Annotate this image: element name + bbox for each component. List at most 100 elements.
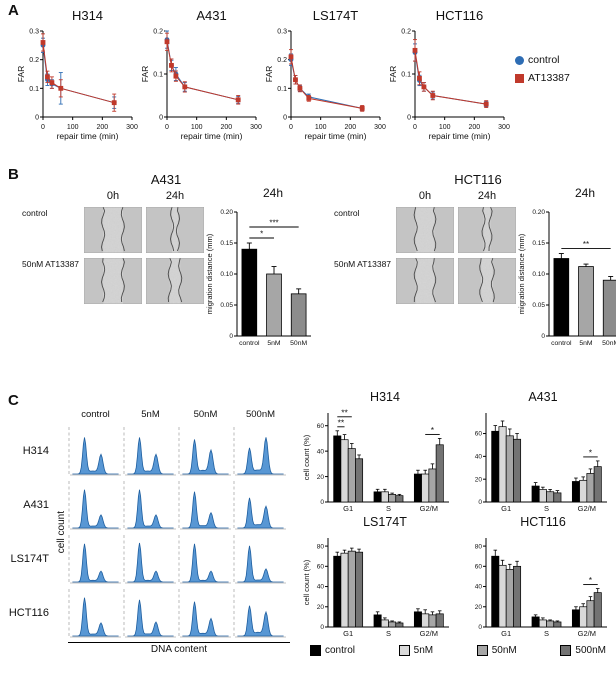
chart-title: HCT116 bbox=[435, 8, 484, 23]
svg-text:migration distance (mm): migration distance (mm) bbox=[517, 233, 526, 314]
svg-text:cell count (%): cell count (%) bbox=[302, 559, 311, 605]
line-chart-block-hct116: HCT116 0 100 200 300 0 0.1 0.2 repair time (min… bbox=[388, 8, 510, 141]
svg-text:*: * bbox=[260, 230, 263, 239]
svg-text:0.2: 0.2 bbox=[29, 57, 39, 64]
flow-histogram bbox=[123, 481, 176, 530]
svg-text:0: 0 bbox=[413, 124, 417, 131]
svg-text:40: 40 bbox=[317, 448, 325, 455]
row-label-50nm-at13387: 50nM AT13387 bbox=[22, 259, 80, 269]
svg-text:G2/M: G2/M bbox=[578, 504, 596, 513]
svg-text:80: 80 bbox=[317, 543, 325, 550]
flow-histogram bbox=[233, 427, 286, 476]
svg-text:G1: G1 bbox=[343, 629, 353, 638]
migration-chart-block: 24h 0 0.05 0.10 0.15 0.20 migration distance … bbox=[516, 186, 616, 350]
group-title: HCT116 bbox=[454, 172, 502, 187]
chart-title: A431 bbox=[528, 390, 558, 404]
cell-cycle-bar-chart: 0 20 40 60 G1 S G2/M * bbox=[475, 413, 607, 513]
svg-text:control: control bbox=[551, 340, 572, 347]
svg-text:300: 300 bbox=[250, 124, 262, 131]
panel-b: A431 0h 24h control 50nM AT13387 24h 0 0.… bbox=[22, 172, 616, 350]
svg-text:0.20: 0.20 bbox=[532, 209, 545, 216]
cell-cycle-chart-hct116: HCT116 0 20 40 60 80 G1 S G2/M * bbox=[456, 515, 614, 640]
svg-text:migration distance (mm): migration distance (mm) bbox=[205, 233, 214, 314]
svg-text:0.2: 0.2 bbox=[401, 29, 411, 36]
flow-row-label-h314: H314 bbox=[22, 445, 49, 457]
panel-b-group-hct116: HCT116 0h 24h control 50nM AT13387 24h 0… bbox=[334, 172, 616, 350]
cell-cycle-charts: H314 0 20 40 60 cell count (%) G1 S G2/M ** ** * A… bbox=[298, 390, 614, 656]
flow-histogram bbox=[178, 535, 231, 584]
panel-a: H314 0 100 200 300 0 0.1 0.2 0.3 repair time (mi… bbox=[16, 8, 570, 141]
flow-row-label-a431: A431 bbox=[23, 499, 49, 511]
svg-text:S: S bbox=[386, 629, 391, 638]
cell-cycle-chart-h314: H314 0 20 40 60 cell count (%) G1 S G2/M ** ** * bbox=[298, 390, 456, 515]
svg-text:300: 300 bbox=[374, 124, 386, 131]
microscopy-image-control-24h bbox=[146, 207, 204, 253]
x-axis-line bbox=[68, 642, 290, 643]
dna-content-axis: DNA content bbox=[68, 642, 290, 655]
row-label-control: control bbox=[22, 208, 48, 218]
svg-text:100: 100 bbox=[315, 124, 327, 131]
panel-a-label: A bbox=[8, 2, 19, 19]
panel-c-legend: control 5nM 50nM 500nM bbox=[298, 640, 614, 656]
5nm-swatch-icon bbox=[398, 645, 410, 656]
far-line-chart-h314: 0 100 200 300 0 0.1 0.2 0.3 repair time (min) FAR bbox=[16, 29, 138, 142]
svg-text:0: 0 bbox=[320, 624, 324, 631]
wound-image-grid: 0h 24h control 50nM AT13387 bbox=[22, 190, 204, 304]
flow-y-axis-label: cell count bbox=[55, 510, 67, 554]
flow-histogram bbox=[123, 589, 176, 638]
group-title: A431 bbox=[150, 172, 182, 187]
legend-item-at13387: AT13387 bbox=[515, 72, 570, 84]
svg-text:G2/M: G2/M bbox=[420, 504, 438, 513]
chart-title: H314 bbox=[370, 390, 400, 404]
panel-c-label: C bbox=[8, 392, 19, 409]
svg-text:0.1: 0.1 bbox=[29, 86, 39, 93]
panel-a-legend: control AT13387 bbox=[515, 54, 570, 84]
svg-text:0: 0 bbox=[320, 499, 324, 506]
svg-text:5nM: 5nM bbox=[579, 340, 593, 347]
svg-text:*: * bbox=[431, 425, 435, 435]
cell-cycle-bar-chart: 0 20 40 60 80 G1 S G2/M * bbox=[475, 538, 607, 638]
svg-text:300: 300 bbox=[498, 124, 510, 131]
svg-text:0: 0 bbox=[541, 333, 545, 340]
flow-histogram bbox=[233, 589, 286, 638]
svg-text:100: 100 bbox=[191, 124, 203, 131]
cell-cycle-bar-chart: 0 20 40 60 80 cell count (%) G1 S G2/M bbox=[302, 538, 449, 638]
flow-histogram bbox=[68, 535, 121, 584]
cell-cycle-chart-ls174t: LS174T 0 20 40 60 80 cell count (%) G1 S G2/M bbox=[298, 515, 456, 640]
svg-text:200: 200 bbox=[220, 124, 232, 131]
panel-b-group-a431: A431 0h 24h control 50nM AT13387 24h 0 0.… bbox=[22, 172, 311, 350]
svg-text:300: 300 bbox=[126, 124, 138, 131]
cell-cycle-chart-a431: A431 0 20 40 60 G1 S G2/M * bbox=[456, 390, 614, 515]
svg-text:0.05: 0.05 bbox=[220, 302, 233, 309]
svg-text:FAR: FAR bbox=[16, 66, 26, 83]
500nm-swatch-icon bbox=[560, 645, 572, 656]
svg-text:0: 0 bbox=[407, 115, 411, 122]
svg-text:0.10: 0.10 bbox=[220, 271, 233, 278]
flow-histogram bbox=[123, 535, 176, 584]
flow-row-label-hct116: HCT116 bbox=[8, 607, 49, 619]
at13387-marker-icon bbox=[515, 73, 524, 83]
svg-text:20: 20 bbox=[475, 476, 483, 483]
svg-text:50nM: 50nM bbox=[602, 340, 616, 347]
svg-text:**: ** bbox=[338, 417, 345, 427]
svg-text:0.15: 0.15 bbox=[220, 240, 233, 247]
flow-histogram bbox=[178, 481, 231, 530]
line-chart-block-h314: H314 0 100 200 300 0 0.1 0.2 0.3 repair time (mi… bbox=[16, 8, 138, 141]
far-line-chart-hct116: 0 100 200 300 0 0.1 0.2 repair time (min) FAR bbox=[388, 29, 510, 142]
dna-content-label: DNA content bbox=[150, 644, 208, 655]
column-header-0h: 0h bbox=[418, 190, 432, 202]
svg-text:0.1: 0.1 bbox=[153, 72, 163, 79]
svg-text:40: 40 bbox=[475, 584, 483, 591]
svg-text:0: 0 bbox=[35, 115, 39, 122]
flow-column-header-control: control bbox=[81, 409, 110, 420]
chart-title: A431 bbox=[196, 8, 227, 23]
svg-text:200: 200 bbox=[344, 124, 356, 131]
legend-item-control: control bbox=[310, 645, 355, 656]
svg-text:20: 20 bbox=[317, 474, 325, 481]
svg-text:60: 60 bbox=[475, 564, 483, 571]
flow-histogram bbox=[233, 481, 286, 530]
microscopy-image-control-0h bbox=[396, 207, 454, 253]
svg-text:40: 40 bbox=[317, 584, 325, 591]
flow-histogram bbox=[233, 535, 286, 584]
